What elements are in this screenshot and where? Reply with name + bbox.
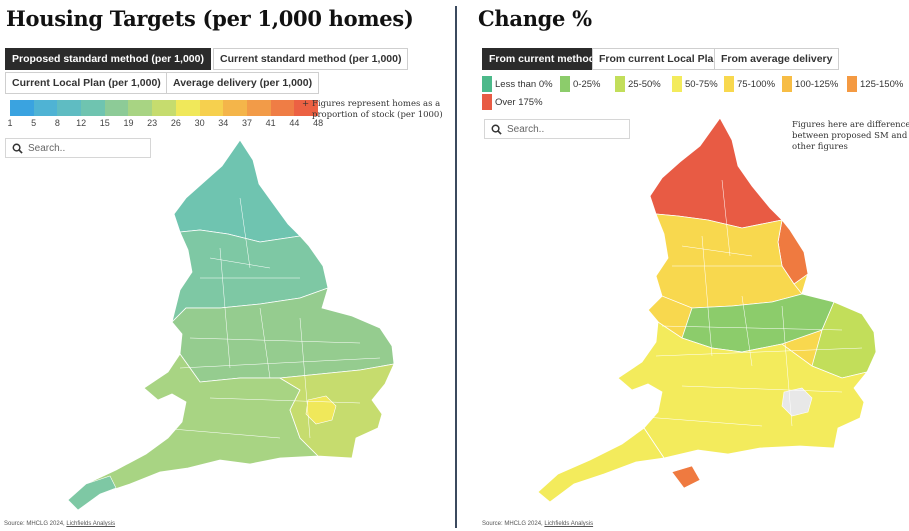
- color-scale-swatch: [104, 100, 129, 116]
- color-scale-tick: 41: [265, 118, 276, 128]
- color-scale-tick: 15: [99, 118, 110, 128]
- tab-from-current-method[interactable]: From current method: [482, 48, 603, 70]
- color-scale-tick: 48: [313, 118, 324, 128]
- color-scale-swatch: [175, 100, 200, 116]
- legend-item: Over 175%: [482, 94, 543, 110]
- legend-swatch: [560, 76, 570, 92]
- north-midlands-region: [655, 213, 803, 309]
- southwest-region: [537, 427, 665, 503]
- color-scale: [10, 100, 318, 116]
- tab-from-average-delivery[interactable]: From average delivery: [714, 48, 840, 70]
- left-source-link[interactable]: Lichfields Analysis: [66, 521, 116, 527]
- southeast-region: [278, 363, 395, 459]
- district-boundaries: [159, 197, 381, 439]
- color-scale-tick: 37: [241, 118, 253, 128]
- color-scale-tick: 26: [170, 118, 181, 128]
- color-scale-swatch: [246, 100, 271, 116]
- south-region: [617, 321, 869, 459]
- legend-item: 125-150%: [847, 76, 903, 92]
- legend-label: Over 175%: [495, 96, 543, 108]
- legend-label: 25-50%: [628, 78, 661, 90]
- color-scale-tick: 12: [76, 118, 87, 128]
- tab-from-current-local-plan[interactable]: From current Local Plan: [592, 48, 727, 70]
- right-source: Source: MHCLG 2024, Lichfields Analysis: [482, 521, 593, 527]
- left-search-placeholder: Search..: [28, 142, 66, 154]
- scale-note-plus: +: [302, 99, 310, 109]
- color-scale-swatch: [57, 100, 82, 116]
- cornwall-region: [67, 475, 117, 511]
- left-panel: Housing Targets (per 1,000 homes) Propos…: [0, 0, 452, 531]
- legend-swatch: [615, 76, 625, 92]
- legend-label: 0-25%: [573, 78, 601, 90]
- legend-label: 50-75%: [685, 78, 718, 90]
- cornwall-region: [671, 465, 701, 489]
- tab-proposed-standard-method[interactable]: Proposed standard method (per 1,000): [5, 48, 211, 70]
- legend-item: 100-125%: [782, 76, 838, 92]
- color-scale-swatch: [199, 100, 224, 116]
- left-title: Housing Targets (per 1,000 homes): [6, 6, 414, 31]
- legend-label: 75-100%: [737, 78, 776, 90]
- color-scale-tick: 44: [289, 118, 300, 128]
- legend-swatch: [672, 76, 682, 92]
- north-region: [649, 117, 783, 229]
- color-scale-swatch: [33, 100, 58, 116]
- tab-current-local-plan[interactable]: Current Local Plan (per 1,000): [5, 72, 168, 94]
- right-panel: Change % From current method From curren…: [462, 0, 909, 531]
- difference-note: Figures here are difference between prop…: [792, 120, 909, 152]
- tab-average-delivery[interactable]: Average delivery (per 1,000): [166, 72, 320, 94]
- legend-item: 25-50%: [615, 76, 661, 92]
- panel-divider: [455, 6, 457, 528]
- legend-swatch: [724, 76, 734, 92]
- scale-note: + Figures represent homes as a proportio…: [302, 99, 452, 121]
- color-scale-tick: 5: [31, 118, 37, 128]
- right-source-text: Source: MHCLG 2024,: [482, 521, 545, 527]
- right-source-link[interactable]: Lichfields Analysis: [544, 521, 594, 527]
- legend-item: Less than 0%: [482, 76, 553, 92]
- north-region: [173, 139, 301, 243]
- legend-swatch: [482, 76, 492, 92]
- color-scale-swatch: [81, 100, 105, 116]
- color-scale-swatch: [10, 100, 34, 116]
- color-scale-swatch: [152, 100, 176, 116]
- color-scale-swatch: [223, 100, 247, 116]
- left-source: Source: MHCLG 2024, Lichfields Analysis: [4, 521, 115, 527]
- tab-current-standard-method[interactable]: Current standard method (per 1,000): [213, 48, 409, 70]
- housing-targets-map[interactable]: [60, 138, 400, 513]
- legend-item: 75-100%: [724, 76, 775, 92]
- right-search-placeholder: Search..: [507, 123, 545, 135]
- london-hotspot: [305, 395, 337, 425]
- color-scale-tick: 30: [194, 118, 205, 128]
- legend-item: 0-25%: [560, 76, 600, 92]
- color-scale-swatch: [128, 100, 153, 116]
- color-scale-tick: 23: [147, 118, 158, 128]
- legend-item: 50-75%: [672, 76, 718, 92]
- color-scale-swatch: [294, 100, 318, 116]
- legend-swatch: [847, 76, 857, 92]
- change-percent-map[interactable]: [532, 116, 882, 504]
- right-title: Change %: [478, 6, 592, 31]
- legend-swatch: [482, 94, 492, 110]
- legend-label: Less than 0%: [495, 78, 553, 90]
- district-boundaries: [631, 179, 863, 427]
- color-scale-tick: 19: [123, 118, 134, 128]
- right-search-input[interactable]: Search..: [484, 119, 630, 139]
- legend-label: 100-125%: [795, 78, 839, 90]
- left-search-input[interactable]: Search..: [5, 138, 151, 158]
- legend-label: 125-150%: [860, 78, 904, 90]
- color-scale-swatch: [270, 100, 295, 116]
- legend-swatch: [782, 76, 792, 92]
- color-scale-tick: 1: [7, 118, 13, 128]
- search-icon: [12, 143, 23, 154]
- color-scale-tick: 34: [218, 118, 229, 128]
- scale-note-text: Figures represent homes as a proportion …: [312, 99, 443, 120]
- color-scale-tick: 8: [54, 118, 60, 128]
- color-scale-ticks: 1 5 8 12 15 19 23 26 30 34 37 41 44 48: [4, 118, 323, 130]
- search-icon: [491, 124, 502, 135]
- left-source-text: Source: MHCLG 2024,: [4, 521, 67, 527]
